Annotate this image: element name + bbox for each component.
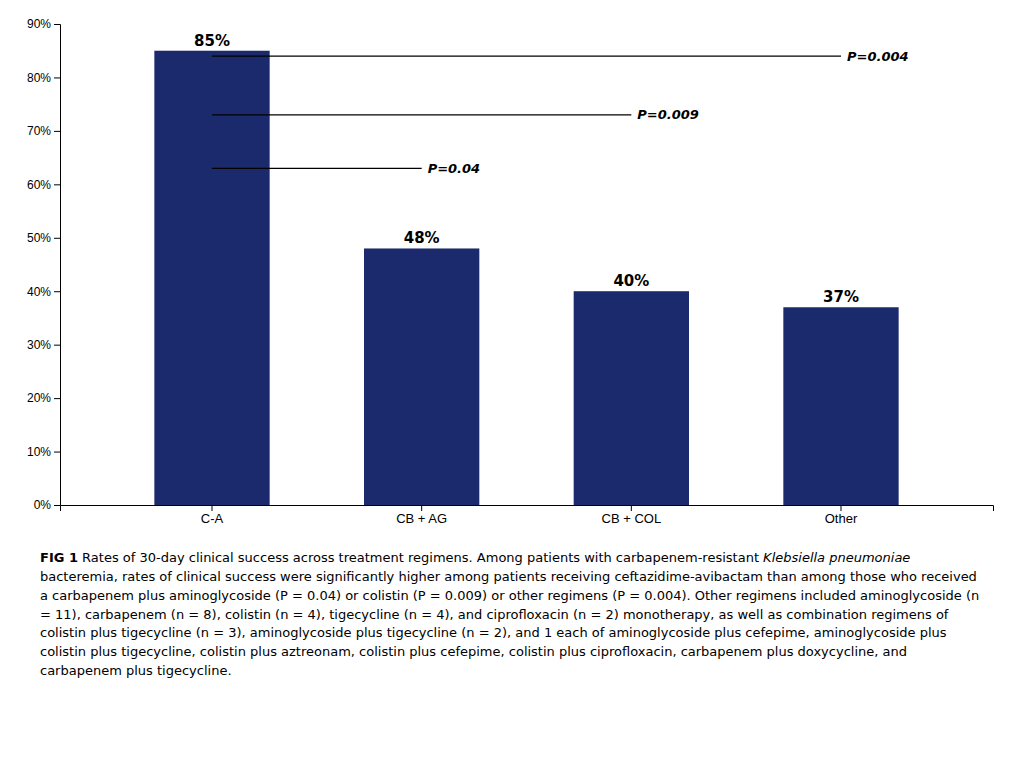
- y-tick: 40%: [27, 285, 60, 299]
- y-tick-mark: [54, 452, 60, 453]
- caption-part: bacteremia, rates of clinical success we…: [40, 569, 979, 678]
- x-tick-mark: [631, 505, 632, 511]
- y-tick-label: 20%: [27, 391, 51, 405]
- y-tick-label: 30%: [27, 338, 51, 352]
- y-tick: 50%: [27, 231, 60, 245]
- bar: [154, 51, 269, 505]
- y-axis: 0% 10% 20% 30% 40% 50% 60% 70% 80% 90%: [27, 17, 61, 512]
- chart: 0%10%20%30%40%50%60%70%80%90%C-ACB + AGC…: [0, 0, 1023, 545]
- y-tick-label: 60%: [27, 178, 51, 192]
- bars: [154, 51, 898, 505]
- y-tick-mark: [54, 184, 60, 185]
- y-tick-label: 10%: [27, 445, 51, 459]
- x-tick: Other: [825, 505, 858, 526]
- y-tick-mark: [54, 291, 60, 292]
- y-tick: 10%: [27, 445, 60, 459]
- x-axis-line: [61, 506, 994, 512]
- y-tick-mark: [54, 505, 60, 506]
- y-tick: 90%: [27, 17, 60, 31]
- y-tick: 60%: [27, 178, 60, 192]
- y-tick-mark: [54, 238, 60, 239]
- caption-part: FIG 1: [40, 550, 78, 565]
- y-tick-label: 50%: [27, 231, 51, 245]
- caption-part: Klebsiella pneumoniae: [763, 550, 910, 565]
- y-tick-mark: [54, 24, 60, 25]
- data-label: 37%: [823, 288, 859, 306]
- y-tick-mark: [54, 77, 60, 78]
- y-tick-label: 0%: [34, 498, 52, 512]
- significance-label: P=0.009: [637, 107, 699, 122]
- y-axis-line: [54, 25, 61, 506]
- y-tick: 80%: [27, 71, 60, 85]
- y-tick: 70%: [27, 124, 60, 138]
- significance-label: P=0.004: [847, 49, 909, 64]
- caption: FIG 1 Rates of 30-day clinical success a…: [0, 545, 1023, 681]
- x-axis: C-A CB + AG CB + COL Other: [61, 505, 994, 526]
- significance-line: [212, 168, 422, 169]
- y-tick-label: 70%: [27, 124, 51, 138]
- x-tick-label: C-A: [201, 511, 224, 526]
- y-tick-mark: [54, 131, 60, 132]
- x-tick-label: Other: [825, 511, 858, 526]
- plot: 0%10%20%30%40%50%60%70%80%90%C-ACB + AGC…: [27, 17, 994, 526]
- x-tick-mark: [840, 505, 841, 511]
- y-tick-mark: [54, 345, 60, 346]
- x-tick-mark: [421, 505, 422, 511]
- x-tick: CB + AG: [396, 505, 447, 526]
- x-tick-mark: [212, 505, 213, 511]
- bar: [364, 248, 479, 505]
- x-tick: CB + COL: [602, 505, 662, 526]
- data-label: 40%: [613, 272, 649, 290]
- significance-line: [212, 114, 631, 115]
- significance-label: P=0.04: [428, 161, 481, 176]
- y-tick-label: 40%: [27, 285, 51, 299]
- x-tick-label: CB + COL: [602, 511, 662, 526]
- annotations: P=0.04 P=0.009 P=0.004: [212, 49, 909, 176]
- data-labels: 85% 48% 40% 37%: [194, 32, 859, 307]
- y-tick: 0%: [34, 498, 60, 512]
- bar: [574, 291, 689, 505]
- significance-line: [212, 55, 841, 56]
- y-tick-label: 90%: [27, 17, 51, 31]
- data-label: 85%: [194, 32, 230, 50]
- caption-part: Rates of 30-day clinical success across …: [78, 550, 763, 565]
- x-tick: C-A: [201, 505, 224, 526]
- x-tick-label: CB + AG: [396, 511, 447, 526]
- data-label: 48%: [404, 229, 440, 247]
- y-tick-mark: [54, 398, 60, 399]
- y-tick: 30%: [27, 338, 60, 352]
- bar: [783, 307, 898, 505]
- y-tick: 20%: [27, 391, 60, 405]
- y-tick-label: 80%: [27, 71, 51, 85]
